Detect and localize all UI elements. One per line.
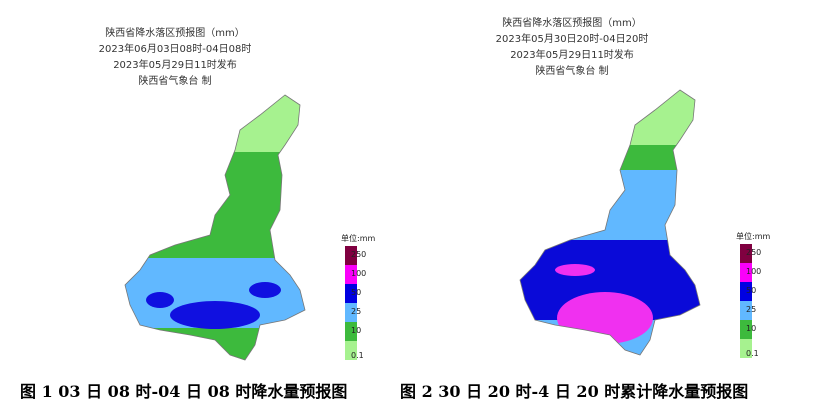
map-title: 2023年05月29日11时发布 — [510, 48, 634, 61]
legend-label: 250 — [351, 250, 366, 259]
legend-swatch — [740, 320, 752, 339]
legend-label: 25 — [351, 307, 361, 316]
legend-label: 10 — [351, 326, 361, 335]
legend-label: 10 — [746, 324, 756, 333]
map-title: 陕西省降水落区预报图（mm） — [502, 16, 641, 29]
legend-unit: 单位:mm — [341, 233, 375, 243]
legend-label: 50 — [746, 286, 756, 295]
legend-swatch — [740, 244, 752, 263]
legend-label: 250 — [746, 248, 761, 257]
legend-label: 25 — [746, 305, 756, 314]
legend-swatch — [345, 303, 357, 322]
caption: 图 1 03 日 08 时-04 日 08 时降水量预报图 — [20, 382, 347, 401]
legend-label: 0.1 — [746, 349, 759, 358]
map-title: 2023年05月29日11时发布 — [113, 58, 237, 71]
legend-label: 100 — [746, 267, 761, 276]
legend-swatch — [345, 341, 357, 360]
map-title: 陕西省降水落区预报图（mm） — [105, 26, 244, 39]
map-2 — [520, 90, 700, 355]
legend-swatch — [345, 284, 357, 303]
map-title: 2023年06月03日08时-04日08时 — [99, 42, 252, 55]
map-title: 陕西省气象台 制 — [535, 64, 608, 77]
legend-swatch — [345, 246, 357, 265]
legend-swatch — [740, 339, 752, 358]
legend-swatch — [740, 301, 752, 320]
map-1 — [125, 95, 305, 360]
legend-label: 50 — [351, 288, 361, 297]
map-title: 2023年05月30日20时-04日20时 — [496, 32, 649, 45]
legend-swatch — [740, 263, 752, 282]
legend-swatch — [345, 322, 357, 341]
map-title: 陕西省气象台 制 — [138, 74, 211, 87]
legend-swatch — [740, 282, 752, 301]
caption: 图 2 30 日 20 时-4 日 20 时累计降水量预报图 — [400, 382, 748, 401]
legend-label: 100 — [351, 269, 366, 278]
legend-unit: 单位:mm — [736, 231, 770, 241]
legend-swatch — [345, 265, 357, 284]
legend-label: 0.1 — [351, 351, 364, 360]
